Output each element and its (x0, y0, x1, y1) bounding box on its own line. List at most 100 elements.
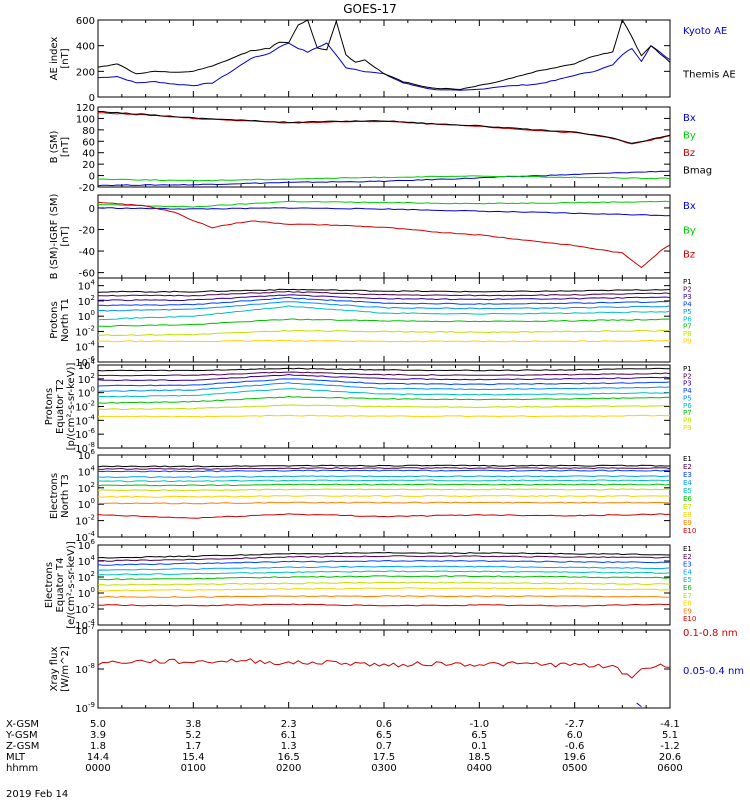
series-line-p4 (97, 296, 671, 307)
ephemeris-value: 1.7 (185, 741, 201, 752)
series-line-p3 (97, 373, 671, 382)
series-line-e4 (97, 565, 671, 571)
y-tick-label: -40 (79, 247, 95, 258)
series-line-p2 (97, 371, 671, 377)
y-tick-label: 10-2 (75, 514, 95, 528)
ephemeris-value: 3.8 (185, 719, 201, 730)
y-tick-label: 100 (78, 386, 95, 400)
legend-label: E7 (683, 592, 692, 600)
plot-title: GOES-17 (343, 2, 397, 16)
series-line-bx (97, 170, 671, 187)
ephemeris-value: -1.0 (470, 719, 490, 730)
legend-label: Bz (683, 250, 695, 261)
y-axis-label: AE index (49, 37, 60, 81)
legend-label: E9 (683, 607, 692, 615)
legend-label: By (683, 131, 696, 142)
legend-label: P1 (683, 365, 692, 373)
legend-label: E5 (683, 487, 692, 495)
ephemeris-value: 6.1 (281, 730, 297, 741)
ephemeris-value: 0000 (85, 763, 110, 774)
ephemeris-value: 0200 (276, 763, 301, 774)
ephemeris-value: 19.6 (564, 752, 586, 763)
series-line-0-1-0-8-nm (97, 658, 671, 679)
legend-label: P7 (683, 409, 692, 417)
ephemeris-value: 5.0 (90, 719, 106, 730)
legend-label: E8 (683, 600, 692, 608)
series-line-by (97, 175, 671, 182)
legend-label: E4 (683, 479, 692, 487)
legend-label: P1 (683, 278, 692, 286)
ephemeris-value: 6.0 (567, 730, 583, 741)
y-tick-label: 104 (78, 358, 96, 372)
legend-label: E10 (683, 615, 696, 623)
legend-label: E6 (683, 584, 692, 592)
legend-label: E4 (683, 568, 692, 576)
y-axis-label: Xray flux (49, 647, 60, 692)
series-line-p8 (98, 329, 671, 337)
series-line-p9 (97, 414, 671, 418)
ephemeris-value: 17.5 (373, 752, 395, 763)
y-tick-label: 20 (82, 160, 95, 171)
legend-label: P6 (683, 402, 692, 410)
y-axis-label: [p/(cm²-s-sr-keV)] (66, 363, 77, 451)
y-axis-label: North T1 (60, 298, 71, 342)
series-line-e5 (97, 479, 671, 483)
y-tick-label: 100 (78, 586, 95, 600)
series-line-e8 (97, 494, 671, 498)
legend-label: P9 (683, 424, 692, 432)
ephemeris-value: 1.8 (90, 741, 106, 752)
series-line-e10 (97, 513, 671, 519)
series-line-p3 (97, 294, 671, 302)
y-tick-label: 10-6 (75, 427, 95, 441)
y-tick-label: 10-4 (75, 340, 95, 354)
legend-label: By (683, 225, 696, 236)
y-tick-label: 0 (89, 172, 95, 183)
series-line-p8 (97, 404, 670, 411)
y-tick-label: 0 (89, 93, 95, 104)
ephemeris-value: 1.3 (281, 741, 297, 752)
legend-label: Themis AE (682, 70, 736, 81)
y-tick-label: 102 (78, 481, 95, 495)
series-line-e7 (97, 488, 671, 492)
ephemeris-value: -0.6 (565, 741, 585, 752)
y-axis-label: B (SM) (49, 130, 60, 163)
series-line-0-05-0-4-nm (636, 702, 642, 707)
y-axis-label: B (SM)-IGRF (SM) (49, 194, 60, 280)
series-line-e2 (97, 467, 671, 470)
ephemeris-value: 2.3 (281, 719, 297, 730)
y-tick-label: 100 (78, 309, 95, 323)
series-line-p1 (97, 288, 671, 293)
series-line-kyoto-ae (97, 42, 671, 91)
legend-label: Bmag (683, 166, 712, 177)
ephemeris-value: 5.2 (185, 730, 201, 741)
y-tick-label: 102 (78, 570, 95, 584)
legend-label: E8 (683, 511, 692, 519)
ephemeris-value: 6.5 (471, 730, 487, 741)
y-axis-label: Electrons (44, 562, 55, 608)
series-line-e1 (97, 551, 671, 559)
series-line-bx (97, 207, 671, 217)
panel-xray: 10-9 10-8 10-7 Xray flux [W/m^2] 0.1-0.8 nm 0.… (49, 623, 744, 715)
legend-label: E2 (683, 553, 692, 561)
ephemeris-value: -2.7 (565, 719, 585, 730)
y-tick-label: 104 (78, 464, 96, 478)
series-line-e10 (97, 603, 671, 607)
series-line-e9 (97, 501, 670, 505)
y-tick-label: 40 (82, 149, 95, 160)
series-line-p1 (97, 367, 671, 372)
ephemeris-value: 14.4 (87, 752, 109, 763)
y-axis-label: [nT] (60, 226, 71, 246)
y-tick-label: 10-8 (75, 662, 95, 676)
ephemeris-value: 15.4 (182, 752, 204, 763)
series-line-p6 (97, 305, 671, 321)
series-line-p2 (97, 290, 671, 297)
ephemeris-value: 0.1 (471, 741, 487, 752)
legend-label: P7 (683, 323, 692, 331)
series-line-p5 (97, 382, 671, 392)
y-tick-label: 400 (76, 42, 95, 53)
legend-label: P4 (683, 300, 692, 308)
y-axis-label: Equator T4 (55, 558, 66, 613)
ephemeris-value: 0400 (467, 763, 492, 774)
series-line-e6 (97, 575, 671, 581)
